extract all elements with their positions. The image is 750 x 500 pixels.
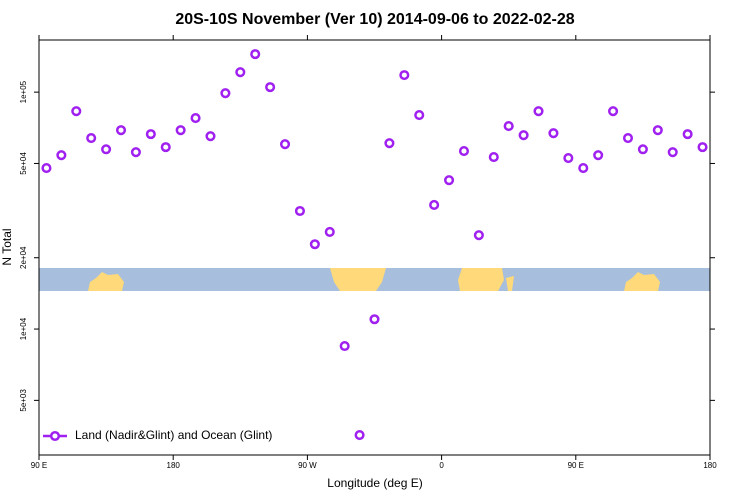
- point: [324, 226, 335, 237]
- point: [518, 130, 529, 141]
- chart-title: 20S-10S November (Ver 10) 2014-09-06 to …: [175, 11, 574, 28]
- point: [578, 163, 589, 174]
- x-tick-label: 90 W: [298, 461, 317, 470]
- point: [608, 106, 619, 117]
- point: [220, 88, 231, 99]
- point: [130, 147, 141, 158]
- point: [175, 125, 186, 136]
- point: [488, 152, 499, 163]
- y-tick-label: 5e+04: [19, 152, 28, 175]
- point: [265, 82, 276, 93]
- point: [86, 133, 97, 144]
- y-axis-label: N Total: [0, 228, 14, 265]
- legend-label: Land (Nadir&Glint) and Ocean (Glint): [75, 428, 272, 442]
- x-tick-label: 90 E: [31, 461, 47, 470]
- point: [548, 128, 559, 139]
- y-tick-label: 1e+05: [19, 80, 28, 103]
- y-tick-label: 5e+03: [19, 389, 28, 412]
- legend-marker: [49, 430, 61, 442]
- plot-frame: [38, 39, 711, 456]
- point: [339, 340, 350, 352]
- point: [369, 314, 380, 325]
- point: [115, 125, 127, 136]
- point: [235, 67, 246, 78]
- x-tick-label: 90 E: [568, 461, 584, 470]
- point: [622, 133, 634, 144]
- x-tick-label: 180: [167, 461, 181, 470]
- point: [71, 106, 82, 117]
- land: [330, 268, 386, 291]
- land: [506, 276, 514, 291]
- point: [279, 139, 291, 150]
- point: [667, 147, 678, 158]
- y-tick-label: 1e+04: [19, 317, 28, 340]
- x-tick-label: 180: [703, 461, 717, 470]
- land: [88, 272, 124, 291]
- land: [624, 272, 660, 291]
- point: [503, 121, 514, 132]
- point: [593, 150, 604, 161]
- point: [458, 146, 470, 157]
- point: [309, 239, 320, 250]
- point: [429, 199, 440, 211]
- point: [145, 129, 156, 140]
- point: [652, 125, 663, 136]
- point: [384, 138, 395, 149]
- point: [637, 144, 648, 155]
- point: [473, 230, 484, 241]
- land: [458, 268, 504, 291]
- point: [354, 429, 365, 441]
- point: [414, 110, 425, 121]
- point: [205, 131, 216, 142]
- point: [190, 113, 201, 124]
- y-tick-label: 2e+04: [19, 246, 28, 269]
- x-axis-label: Longitude (deg E): [327, 476, 422, 490]
- point: [294, 205, 305, 217]
- point: [444, 175, 455, 186]
- point: [160, 142, 171, 153]
- point: [533, 106, 544, 117]
- point: [563, 152, 574, 164]
- point: [697, 142, 708, 153]
- point: [41, 163, 52, 174]
- point: [101, 144, 112, 155]
- point: [250, 49, 261, 60]
- point: [682, 129, 693, 140]
- point: [399, 70, 410, 81]
- map-strip: [39, 268, 710, 291]
- x-tick-label: 0: [439, 461, 444, 470]
- point: [56, 150, 67, 161]
